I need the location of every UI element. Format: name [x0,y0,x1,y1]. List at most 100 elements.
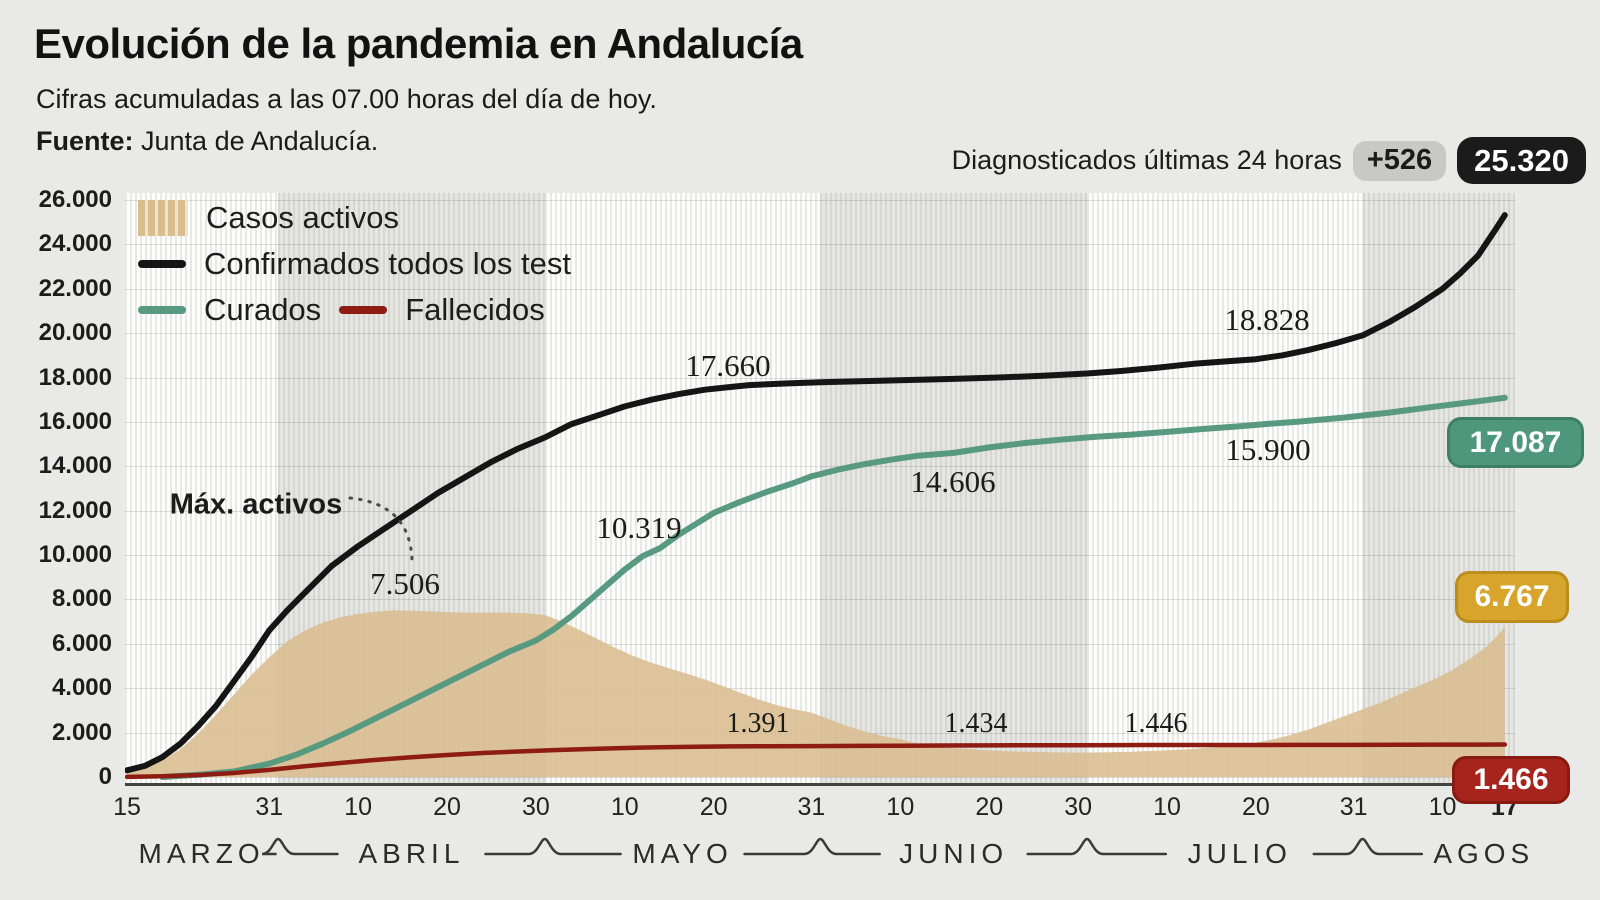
gridline-10.000 [125,555,1515,557]
badge-activos: 6.767 [1455,571,1569,623]
x-axis-tick: 10 [1428,793,1457,821]
x-axis-tick: 10 [886,793,915,821]
legend-item-fallecidos: Fallecidos [339,292,545,328]
x-axis-tick: 31 [797,793,826,821]
month-brace [1312,837,1424,856]
annotation-max-activos: Máx. activos [169,488,343,521]
gridline-20.000 [125,333,1515,335]
x-axis-tick: 20 [699,793,728,821]
month-band-julio [1087,193,1363,783]
month-band-junio [820,193,1087,783]
annotation-ann-1446: 1.446 [1124,708,1188,739]
y-axis-label: 6.000 [51,629,112,657]
legend-row: Confirmados todos los test [138,246,571,282]
x-axis-tick: 20 [433,793,461,821]
badge-curados: 17.087 [1447,417,1584,468]
series-line-confirmados-todos-los-test [125,212,1508,774]
y-axis-label: 16.000 [38,407,112,435]
subtitle: Cifras acumuladas a las 07.00 horas del … [36,84,657,114]
source-value: Junta de Andalucía. [141,126,379,156]
legend-swatch-fallecidos [339,306,388,314]
y-axis-label: 14.000 [38,452,112,480]
y-axis-label: 0 [98,763,112,790]
x-axis-tick: 15 [113,793,141,821]
gridline-24.000 [125,244,1515,246]
x-axis-tick: 31 [255,793,284,821]
annotation-ann-1391: 1.391 [726,708,790,739]
gridline-14.000 [125,466,1515,468]
gridline-6.000 [125,643,1515,645]
y-axis-label: 2.000 [51,718,112,746]
legend-item-curados: Curados [138,292,321,328]
legend: Casos activos Confirmados todos los test… [138,200,571,328]
month-label-agos: AGOS [1433,838,1535,869]
legend-label-confirmados: Confirmados todos los test [204,246,572,281]
x-axis-tick: 10 [344,793,373,821]
gridline-16.000 [125,421,1515,423]
page-title: Evolución de la pandemia en Andalucía [34,20,803,67]
legend-label-fallecidos: Fallecidos [405,292,545,327]
y-axis-label: 20.000 [38,319,112,347]
month-label-junio: JUNIO [899,838,1009,869]
y-axis-label: 4.000 [51,674,112,702]
annotation-ann-1434: 1.434 [944,708,1008,739]
gridline-22.000 [125,288,1515,290]
series-canvas [125,212,1508,780]
annotation-ann-7506: 7.506 [370,566,440,601]
annotation-ann-15900: 15.900 [1225,432,1311,467]
month-brace [484,837,622,856]
gridline-12.000 [125,510,1515,512]
annotation-ann-10319: 10.319 [596,510,682,545]
month-brace [261,837,339,856]
diagnosed-24h-row: Diagnosticados últimas 24 horas +526 25.… [952,137,1586,184]
gridline-26.000 [125,200,1515,201]
diagnosed-24h-label: Diagnosticados últimas 24 horas [951,145,1342,175]
x-axis-tick: 20 [975,793,1004,821]
y-axis-label: 18.000 [38,363,112,391]
y-axis-label: 12.000 [38,496,112,524]
series-line-fallecidos [125,742,1508,780]
legend-label-curados: Curados [204,292,322,327]
legend-row: Casos activos [138,200,571,236]
series-area-casos-activos [127,610,1505,777]
annotation-arrow [348,496,414,562]
legend-swatch-curados [138,306,186,314]
diagnosed-total-badge: 25.320 [1457,137,1586,184]
y-axis-label: 8.000 [51,585,112,613]
annotation-ann-17660: 17.660 [685,348,771,383]
gridline-0 [125,777,1515,778]
month-brace [743,837,881,856]
x-axis-tick: 10 [610,793,639,821]
month-label-julio: JULIO [1187,838,1292,869]
month-label-marzo: MARZO [138,838,265,869]
series-line-curados [159,394,1508,780]
y-axis-label: 22.000 [38,274,112,302]
annotation-ann-14606: 14.606 [910,464,996,499]
month-braces [261,837,1424,856]
x-axis-tick: 30 [1064,793,1093,821]
source-line: Fuente: Junta de Andalucía. [36,126,378,157]
gridline-4.000 [125,688,1515,690]
annotation-ann-18828: 18.828 [1224,302,1310,337]
gridline-8.000 [125,599,1515,601]
x-axis-tick: 20 [1241,793,1270,821]
month-label-abril: ABRIL [358,838,465,869]
legend-label-casos-activos: Casos activos [206,200,399,235]
legend-row: Curados Fallecidos [138,292,571,328]
gridline-18.000 [125,377,1515,379]
y-axis-label: 26.000 [38,186,112,213]
source-label: Fuente: [36,126,134,156]
badge-fallecidos: 1.466 [1452,756,1570,804]
y-axis-label: 24.000 [38,230,112,258]
x-axis-tick: 30 [521,793,550,821]
legend-swatch-confirmados [138,260,186,268]
diagnosed-24h-delta-badge: +526 [1352,140,1447,181]
month-label-mayo: MAYO [632,838,733,869]
x-axis-tick: 31 [1339,793,1368,821]
chart-plot-area [125,193,1515,786]
y-axis-label: 10.000 [38,541,112,569]
legend-swatch-casos-activos [138,200,188,236]
x-axis-tick: 10 [1153,793,1181,821]
month-brace [1026,837,1168,856]
